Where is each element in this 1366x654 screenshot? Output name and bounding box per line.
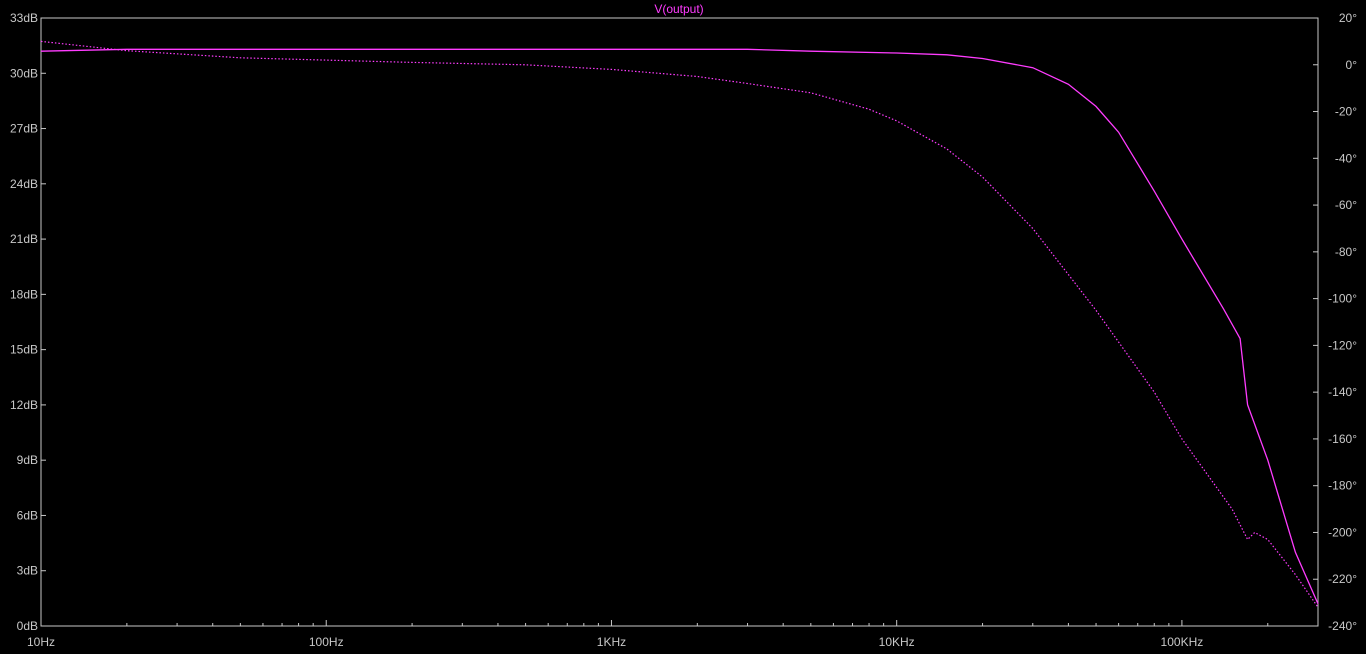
x-tick-label: 1KHz xyxy=(597,635,626,649)
y-left-tick-label: 27dB xyxy=(10,122,38,136)
y-right-tick-label: 0° xyxy=(1346,58,1358,72)
x-tick-label: 10KHz xyxy=(879,635,915,649)
y-left-tick-label: 33dB xyxy=(10,11,38,25)
y-left-tick-label: 0dB xyxy=(17,619,38,633)
y-right-tick-label: 20° xyxy=(1339,11,1357,25)
y-left-tick-label: 12dB xyxy=(10,398,38,412)
y-right-tick-label: -120° xyxy=(1328,338,1357,352)
x-tick-label: 100Hz xyxy=(309,635,344,649)
y-right-tick-label: -140° xyxy=(1328,385,1357,399)
y-left-tick-label: 9dB xyxy=(17,453,38,467)
y-right-tick-label: -40° xyxy=(1335,151,1357,165)
phase-trace xyxy=(40,40,1319,608)
plot-frame xyxy=(40,17,1319,627)
y-right-tick-label: -60° xyxy=(1335,198,1357,212)
chart-title: V(output) xyxy=(654,2,703,16)
y-right-tick-label: -100° xyxy=(1328,292,1357,306)
y-axis-right: -240° -220° -200° -180° -160° -140° -120° -100°… xyxy=(1313,11,1357,633)
y-left-tick-label: 6dB xyxy=(17,508,38,522)
y-right-tick-label: -80° xyxy=(1335,245,1357,259)
y-right-tick-label: -200° xyxy=(1328,525,1357,539)
y-left-tick-label: 24dB xyxy=(10,177,38,191)
y-right-tick-label: -240° xyxy=(1328,619,1357,633)
y-right-tick-label: -220° xyxy=(1328,572,1357,586)
y-right-tick-label: -160° xyxy=(1328,432,1357,446)
y-left-tick-label: 15dB xyxy=(10,343,38,357)
traces xyxy=(40,40,1319,608)
y-right-tick-label: -180° xyxy=(1328,479,1357,493)
y-right-tick-label: -20° xyxy=(1335,105,1357,119)
x-tick-label: 10Hz xyxy=(27,635,55,649)
magnitude-trace xyxy=(40,48,1319,605)
y-left-tick-label: 3dB xyxy=(17,564,38,578)
y-left-tick-label: 21dB xyxy=(10,232,38,246)
x-tick-label: 100KHz xyxy=(1161,635,1204,649)
y-left-tick-label: 18dB xyxy=(10,287,38,301)
x-axis: 10Hz 100Hz 1KHz 10KHz 100KHz xyxy=(27,620,1319,649)
y-axis-left: 0dB 3dB 6dB 9dB 12dB 15dB 18dB 21dB 24dB 27dB 30dB… xyxy=(10,11,46,633)
y-left-tick-label: 30dB xyxy=(10,66,38,80)
